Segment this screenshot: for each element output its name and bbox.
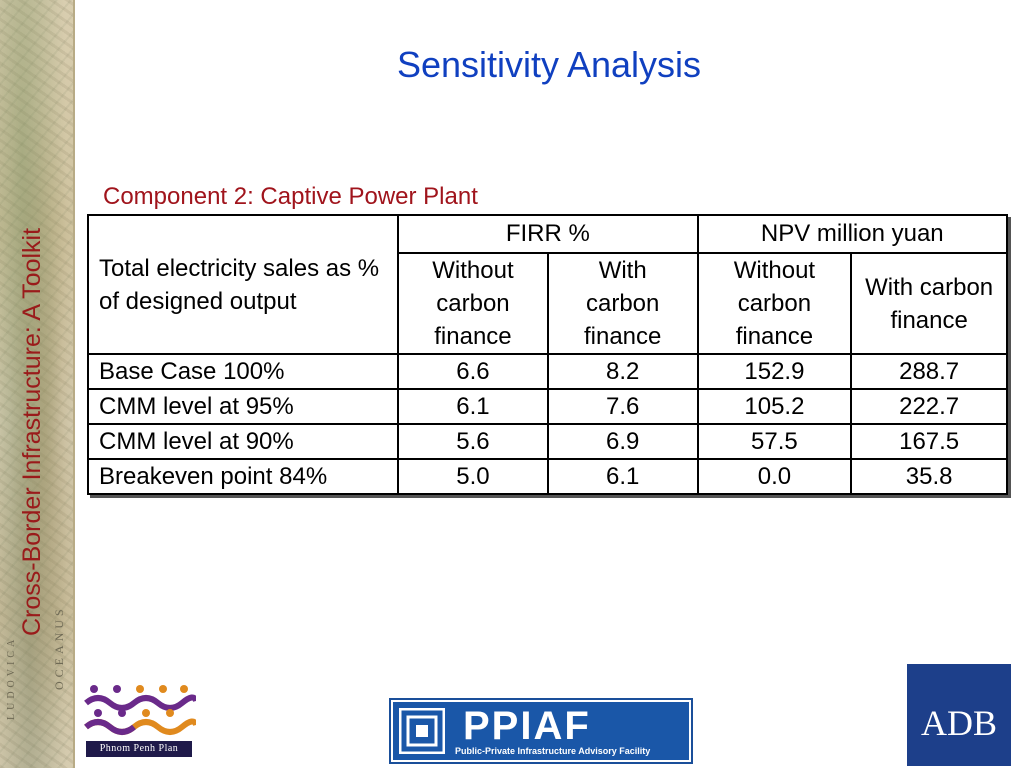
cell-value: 6.1 [397, 388, 549, 425]
adb-wordmark: ADB [920, 703, 997, 743]
row-label: Breakeven point 84% [86, 458, 400, 495]
strip-divider [73, 0, 75, 768]
cell-value: 7.6 [546, 388, 699, 425]
cell-value: 222.7 [850, 388, 1008, 425]
table-row: Breakeven point 84% 5.0 6.1 0.0 35.8 [86, 458, 1008, 495]
sensitivity-table: Total electricity sales as % of designed… [86, 214, 1009, 495]
slide-subtitle: Component 2: Captive Power Plant [103, 183, 478, 210]
cell-value: 105.2 [696, 388, 853, 425]
ppiaf-logo: PPIAF Public-Private Infrastructure Advi… [389, 698, 693, 764]
table-header-row: Total electricity sales as % of designed… [86, 214, 1009, 355]
phnom-penh-plan-logo: Phnom Penh Plan [84, 683, 199, 759]
phnom-penh-wave-icon [84, 685, 199, 735]
cell-value: 35.8 [850, 458, 1008, 495]
sidebar-vertical-title: Cross-Border Infrastructure: A Toolkit [18, 227, 46, 636]
subheader-npv-without: Without carbon finance [696, 252, 853, 355]
ppiaf-wordmark: PPIAF [463, 704, 591, 748]
ppiaf-logo-background: PPIAF Public-Private Infrastructure Advi… [393, 702, 689, 760]
cell-value: 6.9 [546, 423, 699, 460]
corner-header: Total electricity sales as % of designed… [86, 214, 400, 355]
group-header-firr: FIRR % [397, 214, 699, 254]
cell-value: 8.2 [546, 353, 699, 390]
table-row: Base Case 100% 6.6 8.2 152.9 288.7 [86, 353, 1008, 390]
subheader-firr-with: With carbon finance [546, 252, 699, 355]
adb-logo: ADB [907, 664, 1011, 766]
cell-value: 57.5 [696, 423, 853, 460]
subheader-firr-without: Without carbon finance [397, 252, 549, 355]
table-row: CMM level at 95% 6.1 7.6 105.2 222.7 [86, 388, 1008, 425]
row-label: Base Case 100% [86, 353, 400, 390]
table-row: CMM level at 90% 5.6 6.9 57.5 167.5 [86, 423, 1008, 460]
decorative-map-strip [0, 0, 74, 768]
table-subheader-row: Without carbon finance With carbon finan… [88, 252, 1008, 355]
cell-value: 167.5 [850, 423, 1008, 460]
row-label: CMM level at 95% [86, 388, 400, 425]
cell-value: 5.0 [397, 458, 549, 495]
cell-value: 152.9 [696, 353, 853, 390]
cell-value: 0.0 [696, 458, 853, 495]
phnom-penh-plan-label: Phnom Penh Plan [86, 741, 192, 757]
row-label: CMM level at 90% [86, 423, 400, 460]
cell-value: 288.7 [850, 353, 1008, 390]
slide-title: Sensitivity Analysis [396, 44, 702, 85]
map-label-ludovica: LUDOVICA [6, 635, 17, 720]
ppiaf-tagline: Public-Private Infrastructure Advisory F… [455, 746, 651, 756]
group-header-npv: NPV million yuan [696, 214, 1009, 254]
cell-value: 5.6 [397, 423, 549, 460]
subheader-npv-with: With carbon finance [850, 252, 1008, 355]
ppiaf-emblem-icon [399, 708, 445, 754]
cell-value: 6.6 [397, 353, 549, 390]
map-label-oceanus: OCEANUS [52, 605, 66, 690]
cell-value: 6.1 [546, 458, 699, 495]
